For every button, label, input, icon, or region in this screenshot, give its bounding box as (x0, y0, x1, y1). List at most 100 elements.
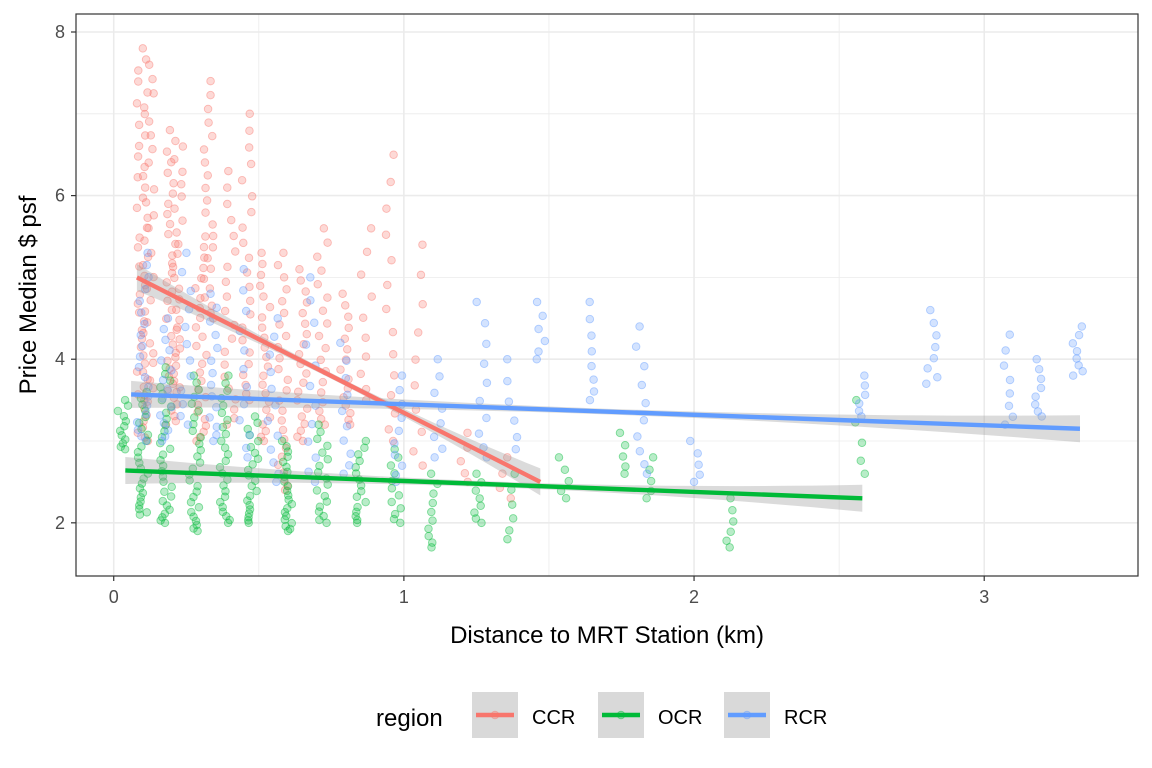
data-point-ccr (142, 223, 152, 233)
data-point-ccr (192, 341, 201, 351)
data-point-ocr (223, 386, 232, 396)
data-point-rcr (165, 345, 174, 355)
data-point-rcr (135, 296, 144, 306)
y-tick-label: 2 (55, 513, 65, 533)
data-point-ocr (218, 502, 227, 512)
data-point-ccr (192, 436, 201, 446)
data-point-ccr (317, 266, 326, 275)
data-point-ocr (161, 420, 170, 430)
data-point-ccr (170, 154, 179, 164)
data-point-ccr (278, 406, 287, 415)
data-point-ccr (302, 369, 311, 378)
data-point-rcr (242, 382, 252, 392)
data-point-ocr (133, 447, 143, 457)
data-point-rcr (1068, 339, 1078, 348)
data-point-ccr (169, 369, 179, 378)
data-point-ccr (174, 284, 184, 294)
legend-label: CCR (532, 707, 575, 729)
data-point-rcr (311, 453, 320, 462)
data-point-ccr (256, 432, 266, 442)
data-point-rcr (141, 409, 151, 419)
data-point-ccr (134, 66, 143, 75)
data-point-ccr (220, 347, 230, 357)
data-point-ccr (503, 453, 512, 462)
data-point-ocr (471, 486, 481, 495)
data-point-ccr (259, 436, 269, 446)
data-point-rcr (1074, 330, 1084, 340)
data-point-rcr (159, 324, 169, 334)
data-point-ocr (315, 502, 325, 511)
data-point-ocr (215, 463, 225, 472)
data-point-ocr (142, 436, 151, 445)
data-point-rcr (482, 378, 492, 388)
data-point-rcr (430, 453, 439, 462)
x-tick-label: 0 (109, 587, 119, 607)
data-point-ocr (160, 426, 169, 436)
data-point-ocr (729, 517, 738, 526)
data-point-rcr (1008, 412, 1018, 422)
data-point-rcr (1005, 375, 1015, 385)
y-tick-label: 4 (55, 349, 65, 369)
data-point-rcr (305, 381, 315, 391)
data-point-rcr (631, 342, 641, 351)
data-point-ocr (187, 399, 197, 409)
data-point-ccr (244, 359, 253, 369)
data-point-ccr (346, 408, 355, 418)
data-point-rcr (163, 385, 172, 394)
data-point-ccr (246, 159, 256, 169)
data-point-rcr (1074, 361, 1083, 370)
data-point-rcr (695, 470, 704, 479)
data-point-ocr (160, 518, 170, 528)
data-point-ocr (219, 481, 228, 490)
data-point-ocr (245, 505, 255, 514)
data-point-ccr (139, 417, 148, 426)
data-point-ccr (258, 380, 267, 389)
data-point-ccr (278, 425, 288, 435)
data-point-rcr (397, 371, 407, 380)
y-axis-title: Price Median $ psf (15, 195, 42, 394)
data-point-ccr (142, 318, 152, 327)
data-point-ocr (225, 515, 234, 525)
data-point-ocr (120, 444, 130, 454)
data-point-rcr (206, 356, 216, 366)
data-point-ocr (253, 436, 263, 446)
data-point-ccr (274, 364, 283, 374)
data-point-rcr (212, 403, 221, 412)
data-point-ccr (177, 180, 186, 189)
data-point-rcr (138, 341, 147, 351)
data-point-ocr (160, 487, 169, 497)
data-point-ccr (231, 247, 240, 256)
data-point-ccr (135, 290, 145, 299)
data-point-ccr (383, 280, 392, 290)
data-point-rcr (999, 361, 1009, 370)
data-point-rcr (585, 314, 595, 324)
data-point-ocr (161, 363, 170, 372)
data-point-ocr (471, 514, 481, 523)
data-point-ccr (199, 427, 208, 437)
data-point-ccr (246, 310, 255, 319)
data-point-ccr (178, 167, 187, 177)
data-point-rcr (161, 335, 170, 345)
data-point-ccr (366, 224, 376, 233)
data-point-ocr (564, 476, 573, 486)
data-point-ocr (477, 518, 486, 528)
x-tick-label: 2 (689, 587, 699, 607)
data-point-ccr (134, 141, 144, 151)
data-point-ccr (384, 425, 394, 434)
data-point-ccr (133, 243, 143, 252)
data-point-ocr (194, 385, 203, 395)
data-point-ocr (193, 526, 202, 536)
data-point-ccr (245, 126, 254, 135)
data-point-ccr (239, 238, 248, 248)
data-point-ocr (282, 442, 291, 451)
minor-gridlines (76, 14, 1138, 576)
data-point-rcr (303, 437, 313, 446)
data-point-ocr (222, 511, 231, 521)
data-point-rcr (183, 420, 193, 429)
data-point-rcr (134, 362, 144, 372)
data-point-ccr (144, 117, 154, 126)
data-point-rcr (336, 338, 345, 348)
data-point-ccr (265, 413, 275, 422)
data-point-rcr (929, 353, 939, 363)
data-point-ccr (191, 323, 201, 332)
